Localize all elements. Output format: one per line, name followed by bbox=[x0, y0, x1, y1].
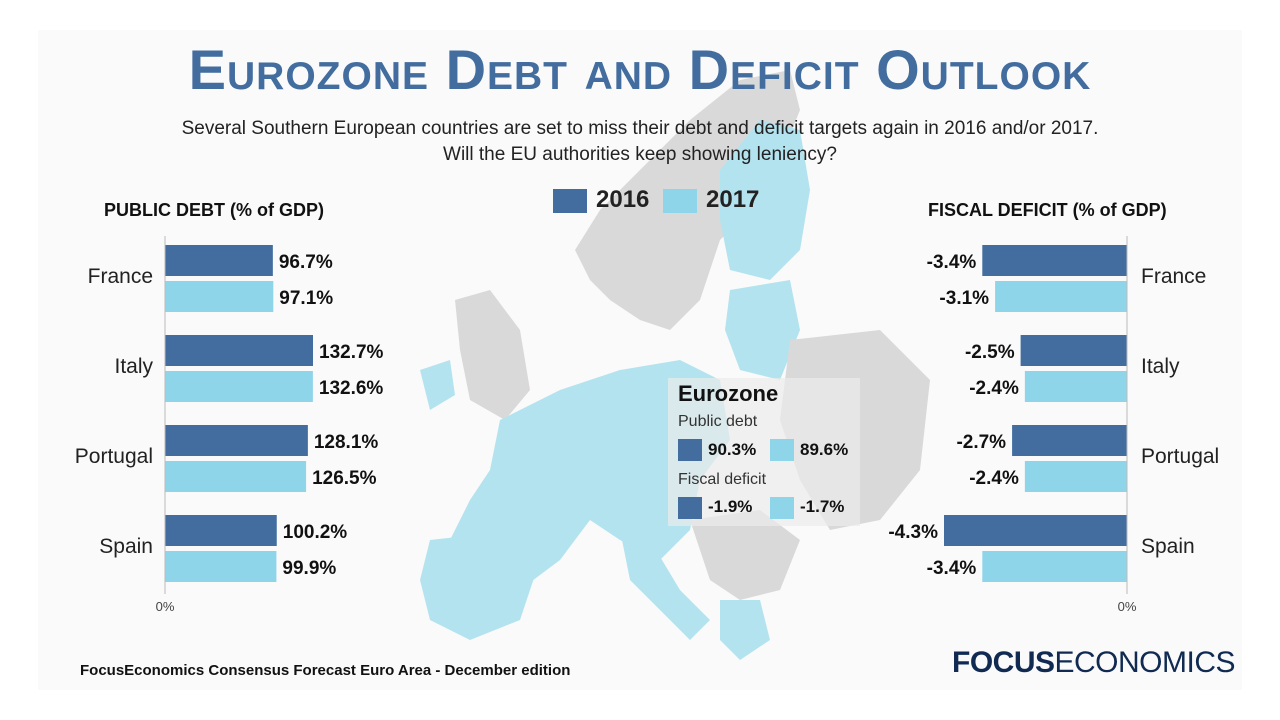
debt-value-label-spain-2017: 99.9% bbox=[282, 558, 336, 579]
legend-label-2016: 2016 bbox=[596, 186, 650, 213]
source-note: FocusEconomics Consensus Forecast Euro A… bbox=[80, 662, 571, 679]
focuseconomics-logo: FOCUSECONOMICS bbox=[952, 646, 1236, 679]
debt-value-label-italy-2017: 132.6% bbox=[319, 378, 384, 399]
eurozone-public-debt-label: Public debt bbox=[678, 413, 758, 430]
eurozone-deficit-2017-swatch bbox=[770, 497, 794, 519]
debt-value-label-spain-2016: 100.2% bbox=[283, 522, 348, 543]
deficit-bar-france-2017 bbox=[995, 281, 1127, 312]
deficit-value-label-france-2016: -3.4% bbox=[927, 252, 977, 273]
eurozone-fiscal-deficit-label: Fiscal deficit bbox=[678, 471, 767, 488]
eurozone-deficit-2016-value: -1.9% bbox=[708, 497, 753, 516]
deficit-category-label-spain: Spain bbox=[1141, 535, 1195, 558]
legend-label-2017: 2017 bbox=[706, 186, 760, 213]
debt-bar-italy-2016 bbox=[165, 335, 313, 366]
legend-swatch-2017 bbox=[663, 189, 697, 213]
debt-bar-france-2017 bbox=[165, 281, 274, 312]
deficit-value-label-portugal-2016: -2.7% bbox=[956, 432, 1006, 453]
deficit-value-label-italy-2016: -2.5% bbox=[965, 342, 1015, 363]
page-title: Eurozone Debt and Deficit Outlook bbox=[188, 38, 1092, 101]
debt-axis-zero-label: 0% bbox=[156, 599, 175, 614]
debt-category-label-portugal: Portugal bbox=[75, 445, 153, 468]
eurozone-deficit-2016-swatch bbox=[678, 497, 702, 519]
deficit-bar-spain-2017 bbox=[982, 551, 1127, 582]
deficit-category-label-france: France bbox=[1141, 265, 1206, 288]
deficit-value-label-portugal-2017: -2.4% bbox=[969, 468, 1019, 489]
debt-category-label-italy: Italy bbox=[114, 355, 153, 378]
subtitle-line-1: Several Southern European countries are … bbox=[181, 118, 1099, 139]
debt-bar-france-2016 bbox=[165, 245, 273, 276]
deficit-bar-portugal-2016 bbox=[1012, 425, 1127, 456]
debt-value-label-france-2017: 97.1% bbox=[279, 288, 333, 309]
debt-value-label-france-2016: 96.7% bbox=[279, 252, 333, 273]
fiscal-deficit-panel-title: FISCAL DEFICIT (% of GDP) bbox=[928, 200, 1167, 220]
eurozone-debt-2016-swatch bbox=[678, 439, 702, 461]
debt-value-label-italy-2016: 132.7% bbox=[319, 342, 384, 363]
eurozone-debt-2017-value: 89.6% bbox=[800, 440, 849, 459]
deficit-category-label-italy: Italy bbox=[1141, 355, 1180, 378]
debt-bar-portugal-2016 bbox=[165, 425, 308, 456]
debt-value-label-portugal-2017: 126.5% bbox=[312, 468, 377, 489]
deficit-category-label-portugal: Portugal bbox=[1141, 445, 1219, 468]
deficit-bar-italy-2016 bbox=[1020, 335, 1127, 366]
debt-bar-spain-2017 bbox=[165, 551, 277, 582]
eurozone-title: Eurozone bbox=[678, 381, 779, 406]
debt-value-label-portugal-2016: 128.1% bbox=[314, 432, 379, 453]
deficit-bar-france-2016 bbox=[982, 245, 1127, 276]
subtitle-line-2: Will the EU authorities keep showing len… bbox=[443, 144, 837, 165]
eurozone-debt-2016-value: 90.3% bbox=[708, 440, 757, 459]
deficit-bar-italy-2017 bbox=[1024, 371, 1127, 402]
public-debt-panel-title: PUBLIC DEBT (% of GDP) bbox=[104, 200, 324, 220]
deficit-value-label-spain-2016: -4.3% bbox=[888, 522, 938, 543]
debt-bar-portugal-2017 bbox=[165, 461, 307, 492]
eurozone-debt-2017-swatch bbox=[770, 439, 794, 461]
deficit-value-label-italy-2017: -2.4% bbox=[969, 378, 1019, 399]
debt-category-label-france: France bbox=[88, 265, 153, 288]
eurozone-deficit-2017-value: -1.7% bbox=[800, 497, 845, 516]
deficit-value-label-spain-2017: -3.4% bbox=[927, 558, 977, 579]
deficit-axis-zero-label: 0% bbox=[1118, 599, 1137, 614]
deficit-bar-spain-2016 bbox=[944, 515, 1127, 546]
legend-swatch-2016 bbox=[553, 189, 587, 213]
deficit-value-label-france-2017: -3.1% bbox=[939, 288, 989, 309]
debt-bar-italy-2017 bbox=[165, 371, 313, 402]
debt-bar-spain-2016 bbox=[165, 515, 277, 546]
deficit-bar-portugal-2017 bbox=[1024, 461, 1127, 492]
debt-category-label-spain: Spain bbox=[99, 535, 153, 558]
